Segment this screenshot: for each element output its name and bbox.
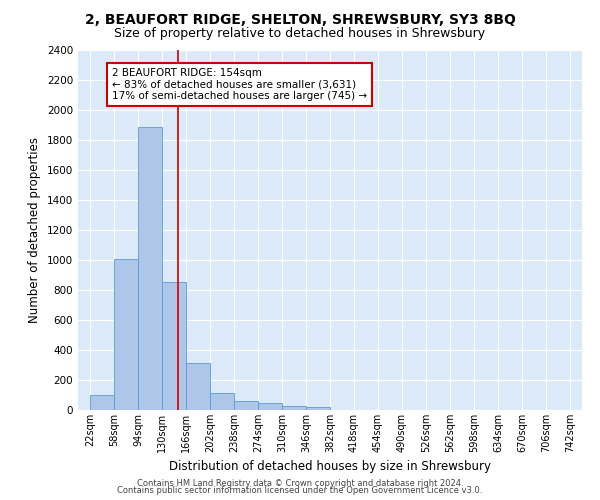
Bar (114, 258, 138, 410)
Bar (234, 402, 258, 410)
Text: Contains public sector information licensed under the Open Government Licence v3: Contains public sector information licen… (118, 486, 482, 495)
Bar (210, 393, 234, 410)
Text: 2, BEAUFORT RIDGE, SHELTON, SHREWSBURY, SY3 8BQ: 2, BEAUFORT RIDGE, SHELTON, SHREWSBURY, … (85, 12, 515, 26)
X-axis label: Distribution of detached houses by size in Shrewsbury: Distribution of detached houses by size … (169, 460, 491, 473)
Bar (282, 406, 306, 410)
Bar (138, 126, 162, 410)
Text: 2 BEAUFORT RIDGE: 154sqm
← 83% of detached houses are smaller (3,631)
17% of sem: 2 BEAUFORT RIDGE: 154sqm ← 83% of detach… (112, 68, 367, 101)
Bar (258, 403, 282, 410)
Bar (162, 282, 186, 410)
Text: Size of property relative to detached houses in Shrewsbury: Size of property relative to detached ho… (115, 28, 485, 40)
Bar (186, 363, 210, 410)
Bar (306, 408, 330, 410)
Bar (90, 395, 114, 410)
Text: Contains HM Land Registry data © Crown copyright and database right 2024.: Contains HM Land Registry data © Crown c… (137, 478, 463, 488)
Y-axis label: Number of detached properties: Number of detached properties (28, 137, 41, 323)
